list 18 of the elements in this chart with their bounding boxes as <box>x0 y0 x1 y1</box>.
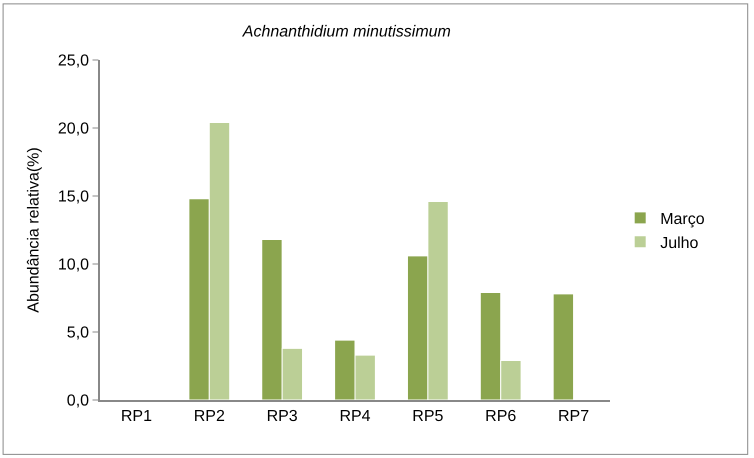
y-tick-label: 20,0 <box>58 120 90 138</box>
x-tick-label: RP6 <box>485 408 516 426</box>
y-tick-label: 0,0 <box>66 392 90 410</box>
y-tick-label: 10,0 <box>58 256 90 274</box>
y-tick-label: 25,0 <box>58 52 90 70</box>
x-tick-label: RP1 <box>120 408 152 426</box>
y-axis-title: Abundância relativa(%) <box>25 147 42 313</box>
x-tick-label: RP4 <box>339 408 371 426</box>
bar <box>552 293 574 400</box>
x-tick-label: RP3 <box>266 408 298 426</box>
chart-title: Achnanthidium minutissimum <box>242 23 451 40</box>
legend-label: Março <box>660 211 705 228</box>
y-tick-label: 15,0 <box>58 188 90 206</box>
x-tick-label: RP5 <box>412 408 444 426</box>
x-tick-label: RP7 <box>558 408 590 426</box>
y-tick-label: 5,0 <box>66 324 90 342</box>
x-tick-label: RP2 <box>194 408 225 426</box>
legend-label: Julho <box>660 234 699 252</box>
